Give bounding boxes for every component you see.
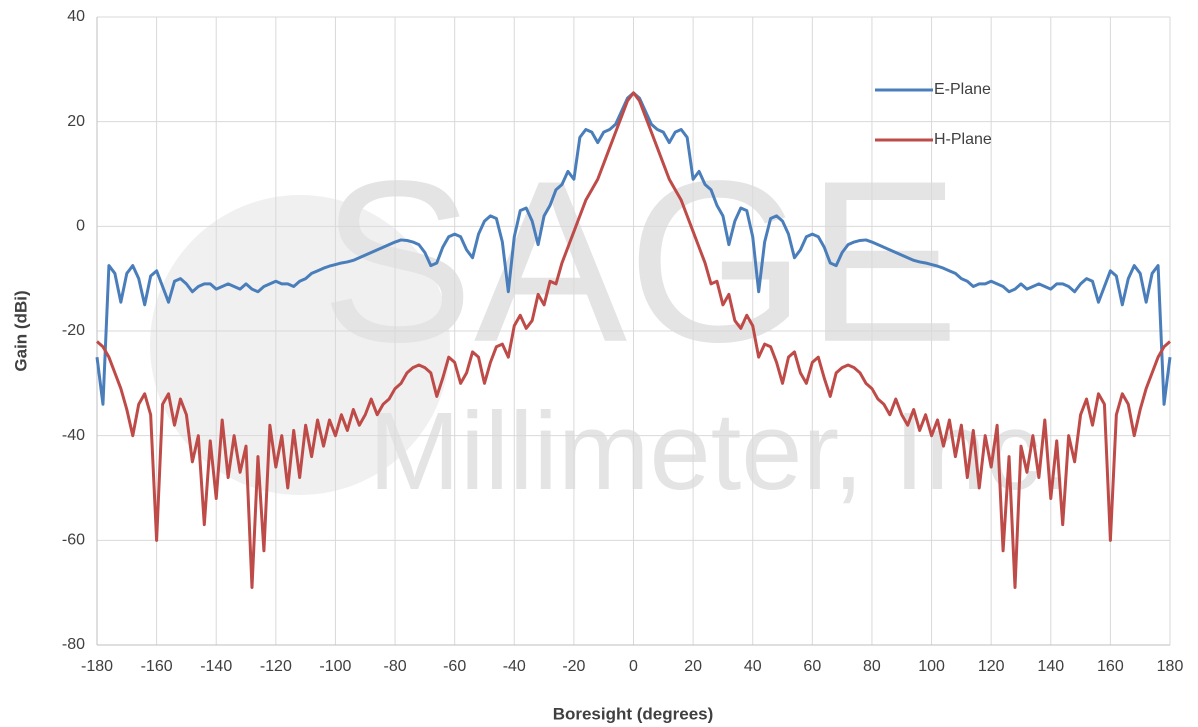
x-tick-label: -60 (443, 658, 466, 675)
y-tick-label: -80 (62, 636, 85, 653)
x-tick-label: 0 (629, 658, 638, 675)
x-tick-label: 160 (1097, 658, 1124, 675)
x-tick-label: 100 (918, 658, 945, 675)
x-tick-label: 140 (1037, 658, 1064, 675)
y-tick-label: -20 (62, 322, 85, 339)
y-tick-label: 40 (67, 8, 85, 25)
x-tick-label: -40 (503, 658, 526, 675)
x-tick-label: 60 (803, 658, 821, 675)
watermark-logo (150, 195, 450, 495)
y-tick-label: -40 (62, 427, 85, 444)
x-axis-title: Boresight (degrees) (553, 704, 714, 723)
y-tick-label: 20 (67, 113, 85, 130)
y-tick-label: -60 (62, 532, 85, 549)
x-tick-label: 80 (863, 658, 881, 675)
y-axis-title: Gain (dBi) (11, 290, 30, 371)
x-tick-label: 20 (684, 658, 702, 675)
x-tick-label: -20 (562, 658, 585, 675)
x-tick-label: -80 (383, 658, 406, 675)
legend-label: H-Plane (934, 131, 992, 148)
series-line (96, 91, 1171, 589)
watermark: SAGE (320, 133, 959, 390)
watermark: Millimeter, Inc. (369, 390, 1072, 513)
y-tick-label: 0 (76, 218, 85, 235)
x-tick-label: -140 (200, 658, 232, 675)
x-tick-label: 180 (1157, 658, 1184, 675)
x-tick-label: -100 (319, 658, 351, 675)
x-tick-label: 120 (978, 658, 1005, 675)
x-tick-label: 40 (744, 658, 762, 675)
x-tick-label: -160 (141, 658, 173, 675)
x-tick-label: -180 (81, 658, 113, 675)
legend-label: E-Plane (934, 81, 991, 98)
x-tick-label: -120 (260, 658, 292, 675)
